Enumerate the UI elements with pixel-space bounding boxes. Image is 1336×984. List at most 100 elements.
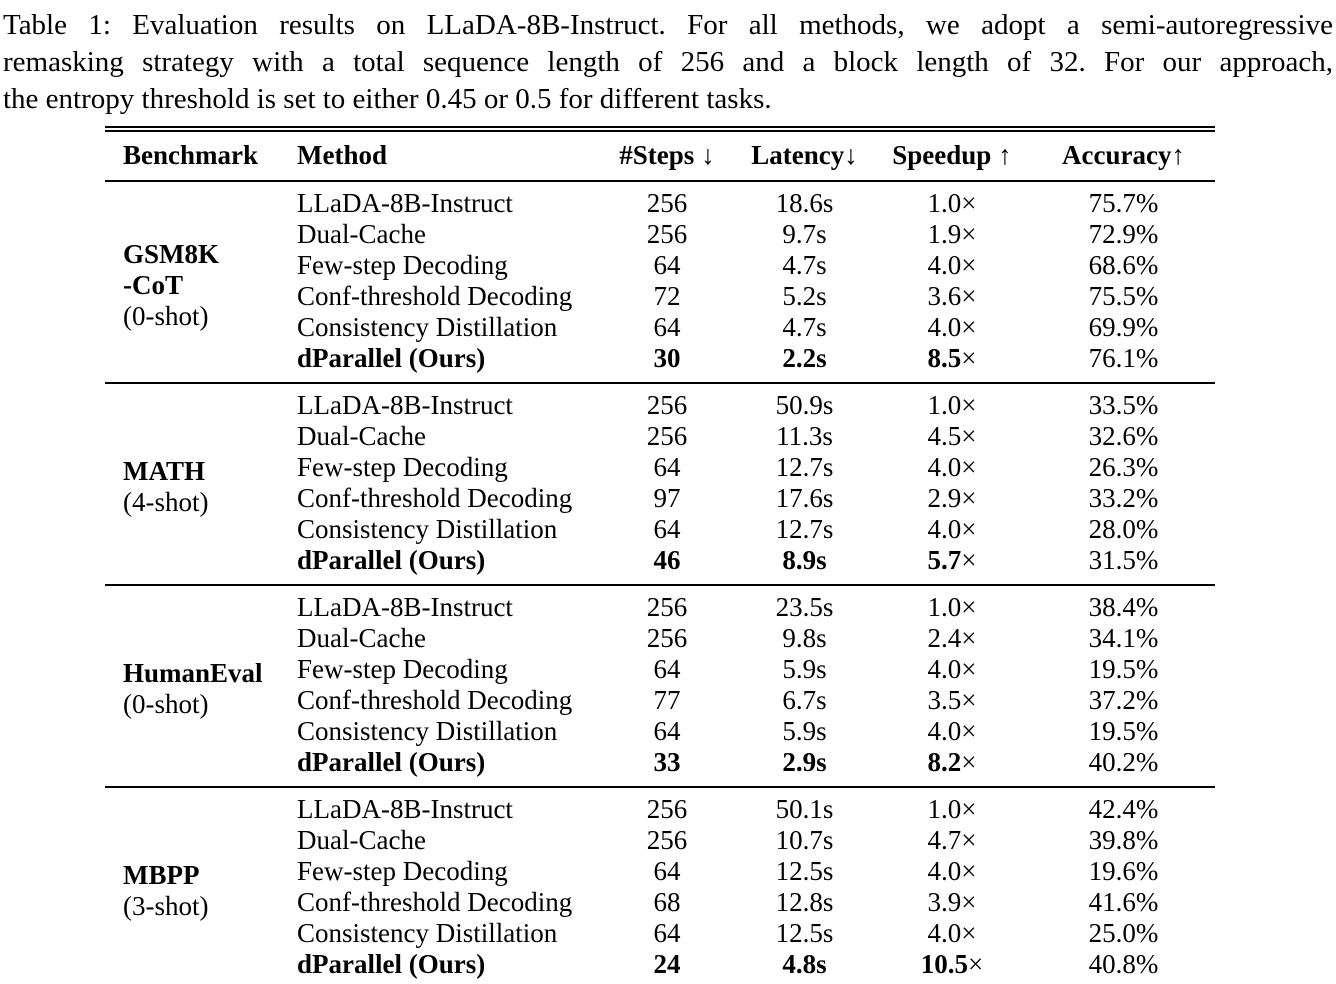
speedup-cell: 8.2× xyxy=(872,747,1032,787)
steps-cell: 256 xyxy=(646,421,688,451)
accuracy-cell: 75.5% xyxy=(1088,281,1159,311)
times-symbol: × xyxy=(968,949,984,979)
speedup-cell: 4.0× xyxy=(872,856,1032,887)
accuracy-cell: 33.2% xyxy=(1088,483,1159,513)
speedup-cell: 2.4× xyxy=(872,623,1032,654)
speedup-cell: 4.0× xyxy=(872,918,1032,949)
speedup-value: 3.6 xyxy=(927,281,962,311)
latency-cell: 50.1s xyxy=(737,786,872,825)
steps-cell: 256 xyxy=(646,219,688,249)
accuracy-cell: 68.6% xyxy=(1088,250,1159,280)
speedup-value: 8.5 xyxy=(927,343,962,373)
method-cell: Dual-Cache xyxy=(297,219,426,249)
speedup-cell: 5.7× xyxy=(872,545,1032,585)
steps-cell: 256 xyxy=(646,188,688,218)
table-row: Few-step Decoding 64 5.9s 4.0× 19.5% xyxy=(105,654,1215,685)
method-cell: dParallel (Ours) xyxy=(297,545,486,575)
speedup-cell: 4.0× xyxy=(872,654,1032,685)
latency-cell: 10.7s xyxy=(775,825,834,855)
speedup-cell: 10.5× xyxy=(872,949,1032,984)
times-symbol: × xyxy=(961,716,977,746)
accuracy-cell: 33.5% xyxy=(1032,382,1215,421)
speedup-cell: 4.0× xyxy=(872,250,1032,281)
times-symbol: × xyxy=(961,654,977,684)
latency-cell: 17.6s xyxy=(775,483,834,513)
times-symbol: × xyxy=(961,514,977,544)
times-symbol: × xyxy=(961,856,977,886)
method-cell: Dual-Cache xyxy=(297,623,426,653)
table-row: HumanEval (0-shot) LLaDA-8B-Instruct 256… xyxy=(105,584,1215,787)
steps-cell: 68 xyxy=(653,887,681,917)
method-cell: Consistency Distillation xyxy=(297,312,558,342)
steps-cell: 77 xyxy=(653,685,681,715)
method-cell: LLaDA-8B-Instruct xyxy=(287,584,597,623)
speedup-value: 2.4 xyxy=(927,623,962,653)
steps-cell: 97 xyxy=(653,483,681,513)
caption-line-1: Table 1: Evaluation results on LLaDA-8B-… xyxy=(3,9,1333,41)
latency-cell: 4.7s xyxy=(782,312,827,342)
section-math: MATH (4-shot) LLaDA-8B-Instruct 256 50.9… xyxy=(105,382,1215,585)
table-row: Few-step Decoding 64 4.7s 4.0× 68.6% xyxy=(105,250,1215,281)
latency-cell: 5.2s xyxy=(782,281,827,311)
speedup-cell: 3.5× xyxy=(872,685,1032,716)
accuracy-cell: 32.6% xyxy=(1088,421,1159,451)
times-symbol: × xyxy=(961,483,977,513)
accuracy-cell: 19.5% xyxy=(1088,716,1159,746)
up-arrow-icon: ↑ xyxy=(998,140,1012,170)
latency-cell: 5.9s xyxy=(782,654,827,684)
times-symbol: × xyxy=(961,794,977,824)
steps-cell: 46 xyxy=(653,545,681,575)
speedup-cell: 4.5× xyxy=(872,421,1032,452)
speedup-value: 4.0 xyxy=(927,856,962,886)
benchmark-name: -CoT xyxy=(123,269,183,300)
method-cell: Few-step Decoding xyxy=(297,856,508,886)
benchmark-shot: (3-shot) xyxy=(123,891,209,921)
header-steps: #Steps ↓ xyxy=(597,132,737,182)
speedup-value: 5.7 xyxy=(927,545,962,575)
steps-cell: 30 xyxy=(653,343,681,373)
accuracy-cell: 19.5% xyxy=(1088,654,1159,684)
header-speedup-label: Speedup xyxy=(892,140,992,170)
accuracy-cell: 31.5% xyxy=(1088,545,1159,575)
method-cell: dParallel (Ours) xyxy=(297,747,486,777)
latency-cell: 9.7s xyxy=(782,219,827,249)
times-symbol: × xyxy=(961,545,977,575)
steps-cell: 64 xyxy=(653,514,681,544)
caption-line-3: the entropy threshold is set to either 0… xyxy=(3,83,772,115)
speedup-cell: 8.5× xyxy=(872,343,1032,383)
speedup-cell: 4.0× xyxy=(872,514,1032,545)
accuracy-cell: 25.0% xyxy=(1088,918,1159,948)
header-latency: Latency↓ xyxy=(737,132,872,182)
steps-cell: 64 xyxy=(653,452,681,482)
method-cell: Consistency Distillation xyxy=(297,918,558,948)
benchmark-cell: MBPP (3-shot) xyxy=(105,786,287,984)
speedup-value: 3.9 xyxy=(927,887,962,917)
accuracy-cell: 19.6% xyxy=(1088,856,1159,886)
latency-cell: 11.3s xyxy=(776,421,833,451)
steps-cell: 256 xyxy=(646,825,688,855)
table-row: Consistency Distillation 64 4.7s 4.0× 69… xyxy=(105,312,1215,343)
latency-cell: 12.7s xyxy=(775,452,834,482)
method-cell: dParallel (Ours) xyxy=(297,949,486,979)
latency-cell: 9.8s xyxy=(782,623,827,653)
speedup-cell: 1.9× xyxy=(872,219,1032,250)
method-cell: Consistency Distillation xyxy=(297,716,558,746)
steps-cell: 72 xyxy=(653,281,681,311)
steps-cell: 24 xyxy=(653,949,681,979)
latency-cell: 12.5s xyxy=(775,918,834,948)
table-caption: Table 1: Evaluation results on LLaDA-8B-… xyxy=(0,0,1336,118)
speedup-cell: 1.0× xyxy=(872,786,1032,825)
speedup-value: 4.0 xyxy=(927,452,962,482)
method-cell: Few-step Decoding xyxy=(297,452,508,482)
ours-row: dParallel (Ours) 24 4.8s 10.5× 40.8% xyxy=(105,949,1215,984)
speedup-value: 4.0 xyxy=(927,312,962,342)
table-row: Few-step Decoding 64 12.7s 4.0× 26.3% xyxy=(105,452,1215,483)
method-cell: Consistency Distillation xyxy=(297,514,558,544)
header-speedup: Speedup ↑ xyxy=(872,132,1032,182)
speedup-value: 4.0 xyxy=(927,514,962,544)
section-mbpp: MBPP (3-shot) LLaDA-8B-Instruct 256 50.1… xyxy=(105,786,1215,984)
latency-cell: 12.8s xyxy=(775,887,834,917)
times-symbol: × xyxy=(961,421,977,451)
speedup-cell: 4.0× xyxy=(872,452,1032,483)
speedup-value: 4.0 xyxy=(927,654,962,684)
